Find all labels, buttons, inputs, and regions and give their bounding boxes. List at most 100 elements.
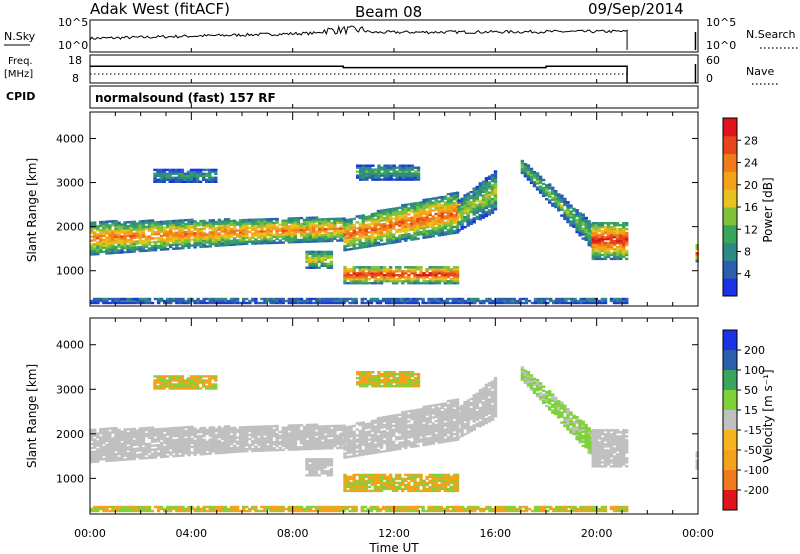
velocity-cell bbox=[202, 426, 206, 430]
power-cell bbox=[90, 249, 94, 252]
velocity-cell bbox=[373, 435, 378, 438]
velocity-cell bbox=[293, 436, 298, 439]
power-cell bbox=[413, 220, 417, 223]
velocity-cell bbox=[254, 441, 258, 444]
velocity-cell bbox=[275, 428, 279, 432]
power-cell bbox=[177, 178, 182, 181]
power-cell bbox=[446, 232, 451, 236]
power-cell bbox=[370, 216, 375, 220]
power-cell bbox=[205, 239, 209, 242]
velocity-cells bbox=[90, 366, 699, 513]
velocity-cell bbox=[108, 441, 112, 444]
velocity-cell bbox=[413, 413, 417, 416]
velocity-cell bbox=[287, 434, 291, 437]
velocity-cell bbox=[163, 451, 167, 454]
velocity-cell bbox=[93, 458, 97, 461]
power-cell bbox=[373, 240, 378, 243]
velocity-cell bbox=[379, 450, 384, 453]
power-cell bbox=[535, 186, 540, 189]
power-cell bbox=[220, 230, 225, 233]
power-cell bbox=[324, 239, 328, 243]
power-cell bbox=[346, 274, 350, 277]
freq-label-line1: Freq. bbox=[8, 56, 33, 67]
velocity-cell bbox=[401, 431, 405, 434]
velocity-cell bbox=[120, 458, 124, 461]
power-cell bbox=[352, 225, 356, 228]
power-cell bbox=[490, 191, 495, 195]
power-cell bbox=[572, 219, 576, 222]
velocity-cell bbox=[272, 429, 276, 432]
velocity-cell bbox=[239, 446, 243, 449]
power-cell bbox=[150, 233, 155, 236]
power-cell bbox=[387, 297, 392, 301]
power-cell bbox=[557, 207, 561, 210]
velocity-cell bbox=[111, 455, 115, 458]
power-cell bbox=[397, 301, 401, 305]
velocity-cell bbox=[269, 443, 273, 446]
velocity-cell bbox=[392, 428, 396, 431]
velocity-cell bbox=[358, 443, 362, 447]
velocity-cell bbox=[395, 422, 399, 425]
power-cell bbox=[174, 172, 178, 175]
power-cell bbox=[557, 205, 561, 208]
power-cell bbox=[364, 241, 368, 244]
velocity-cell bbox=[388, 435, 393, 438]
velocity-cell bbox=[296, 426, 301, 429]
power-cell bbox=[431, 276, 435, 279]
power-cell bbox=[419, 266, 423, 269]
power-cell bbox=[339, 221, 343, 224]
power-cell bbox=[371, 170, 375, 173]
power-cell bbox=[223, 299, 228, 303]
velocity-cell bbox=[138, 443, 142, 446]
power-cell bbox=[361, 242, 365, 245]
power-cell bbox=[275, 225, 279, 229]
velocity-cell bbox=[404, 444, 408, 448]
power-cell bbox=[205, 237, 209, 240]
power-cell bbox=[114, 299, 118, 303]
power-cell bbox=[260, 242, 264, 245]
power-cell bbox=[308, 218, 313, 221]
velocity-cell bbox=[181, 428, 185, 431]
power-cell bbox=[454, 297, 459, 301]
velocity-cell bbox=[184, 448, 188, 451]
power-cell bbox=[305, 238, 310, 241]
power-cell bbox=[175, 219, 179, 222]
velocity-cell bbox=[117, 452, 121, 456]
power-cell bbox=[622, 228, 626, 231]
power-cell bbox=[220, 222, 225, 225]
power-cell bbox=[434, 222, 438, 226]
power-cell bbox=[202, 241, 206, 244]
power-cell bbox=[242, 240, 246, 244]
power-cell bbox=[90, 243, 94, 246]
power-cell bbox=[190, 234, 194, 237]
power-cell bbox=[440, 221, 444, 225]
power-cell bbox=[572, 217, 576, 220]
power-cell bbox=[147, 225, 152, 228]
power-cell bbox=[311, 224, 316, 227]
velocity-cell bbox=[96, 456, 100, 459]
power-cell bbox=[108, 250, 112, 253]
power-cell bbox=[446, 204, 451, 208]
power-cell bbox=[102, 230, 106, 233]
power-cell bbox=[622, 251, 626, 255]
power-cell bbox=[336, 233, 340, 236]
velocity-cell bbox=[111, 439, 115, 442]
velocity-cell bbox=[105, 459, 109, 463]
power-cell bbox=[460, 201, 464, 205]
velocity-cell bbox=[150, 436, 155, 439]
power-cell bbox=[383, 176, 387, 179]
velocity-cell bbox=[150, 438, 155, 441]
colorbar-swatch bbox=[723, 260, 737, 279]
power-cell bbox=[364, 282, 368, 285]
velocity-cell bbox=[272, 431, 276, 434]
power-cell bbox=[370, 240, 375, 243]
velocity-cell bbox=[111, 441, 115, 444]
power-cell bbox=[326, 266, 330, 269]
power-cell bbox=[457, 229, 461, 232]
velocity-cell bbox=[178, 434, 182, 437]
velocity-cell bbox=[208, 444, 212, 447]
power-cell bbox=[342, 235, 346, 238]
power-cell bbox=[560, 204, 564, 207]
power-cell bbox=[413, 204, 417, 207]
power-cell bbox=[138, 240, 142, 243]
